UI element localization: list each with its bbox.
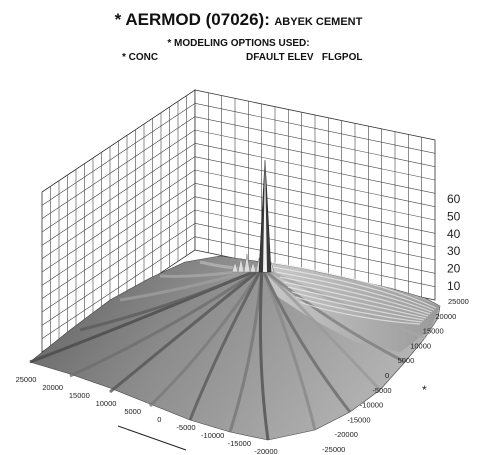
y-tick-label: -5000 bbox=[372, 386, 391, 395]
x-tick-label: 25000 bbox=[16, 375, 37, 384]
surface-bump bbox=[237, 257, 245, 273]
z-tick-label: 50 bbox=[447, 209, 461, 223]
x-tick-label: -10000 bbox=[201, 431, 224, 440]
z-tick-label: 10 bbox=[447, 279, 461, 293]
y-axis-ticks: 25000 20000 15000 10000 5000 0 -5000 -10000 -150… bbox=[322, 297, 469, 454]
option-conc: * CONC bbox=[122, 52, 159, 63]
wall-gridline bbox=[41, 156, 196, 259]
y-tick-label: -20000 bbox=[335, 430, 358, 439]
peak-highlight bbox=[263, 160, 267, 272]
plume-streak bbox=[261, 266, 406, 364]
concentration-surface bbox=[29, 159, 441, 441]
plateau-ripple bbox=[299, 301, 421, 325]
wall-gridline bbox=[41, 209, 196, 313]
x-tick-label: 15000 bbox=[69, 391, 90, 400]
wall-gridline bbox=[194, 169, 436, 221]
plume-streak bbox=[79, 266, 263, 332]
y-tick-label: 0 bbox=[385, 371, 389, 380]
wall-gridline bbox=[194, 103, 436, 154]
wall-gridline bbox=[41, 143, 196, 246]
x-tick-label: 5000 bbox=[124, 407, 141, 416]
x-tick-label: -15000 bbox=[228, 439, 251, 448]
z-axis-ticks: 60 50 40 30 20 10 bbox=[447, 192, 461, 293]
plume-streak bbox=[69, 266, 263, 378]
wall-gridline bbox=[194, 183, 436, 234]
plateau-ripple bbox=[287, 286, 427, 319]
wall-gridline bbox=[194, 209, 436, 261]
wall-gridline bbox=[41, 169, 196, 273]
z-tick-label: 40 bbox=[447, 227, 461, 241]
plume-streak bbox=[260, 267, 317, 431]
wall-gridline bbox=[41, 116, 196, 219]
plateau-ripple bbox=[295, 296, 423, 323]
y-tick-label: 10000 bbox=[410, 341, 431, 350]
wall-gridline bbox=[194, 129, 436, 181]
plateau-ripple bbox=[271, 266, 435, 311]
z-tick-label: 60 bbox=[447, 192, 461, 206]
plume-streak bbox=[258, 267, 270, 441]
wall-gridline bbox=[194, 116, 436, 167]
wall-gridline bbox=[41, 223, 196, 326]
x-tick-label: -5000 bbox=[176, 423, 195, 432]
plume-streak bbox=[260, 267, 352, 413]
wall-gridline bbox=[194, 143, 436, 194]
plume-streak bbox=[119, 266, 263, 302]
x-tick-label: 0 bbox=[157, 415, 161, 424]
y-tick-label: 25000 bbox=[448, 297, 469, 306]
y-tick-label: -10000 bbox=[360, 401, 383, 410]
plateau-ripple bbox=[275, 271, 433, 313]
plateau-ripple bbox=[267, 261, 437, 309]
y-tick-label: 5000 bbox=[398, 356, 415, 365]
wall-gridline bbox=[41, 196, 196, 299]
plume-streak bbox=[260, 266, 382, 392]
plateau-ripple bbox=[279, 276, 431, 315]
surface-bump bbox=[249, 261, 257, 273]
wall-gridline bbox=[41, 103, 196, 206]
plume-streak bbox=[109, 266, 263, 394]
x-axis-indicator bbox=[117, 425, 187, 451]
wall-gridline bbox=[41, 183, 196, 286]
surface-bump bbox=[231, 261, 239, 273]
chart-title: * AERMOD (07026): ABYEK CEMENT bbox=[0, 10, 477, 30]
y-tick-label: 15000 bbox=[423, 327, 444, 336]
y-tick-label: -15000 bbox=[347, 415, 370, 424]
modeling-options-label: * MODELING OPTIONS USED: bbox=[167, 38, 310, 49]
option-flags: DFAULT ELEV FLGPOL bbox=[246, 52, 363, 63]
box-walls bbox=[41, 89, 436, 353]
wall-gridline bbox=[41, 236, 196, 339]
title-model: * AERMOD (07026): bbox=[114, 10, 270, 29]
plateau-ripple bbox=[283, 281, 429, 317]
x-axis-ticks: 25000 20000 15000 10000 5000 0 -5000 -10000 -150… bbox=[16, 375, 278, 455]
y-tick-label: 20000 bbox=[435, 312, 456, 321]
title-site: ABYEK CEMENT bbox=[274, 16, 363, 28]
y-tick-label: -25000 bbox=[322, 445, 345, 454]
plateau-ripple bbox=[291, 291, 425, 321]
x-tick-label: 10000 bbox=[96, 399, 117, 408]
wall-gridline bbox=[194, 236, 436, 287]
plume-streak bbox=[148, 267, 264, 408]
z-tick-label: 30 bbox=[447, 244, 461, 258]
wall-gridline bbox=[41, 129, 196, 233]
plume-streak bbox=[188, 267, 264, 421]
wall-gridline bbox=[194, 196, 436, 247]
wall-gridline bbox=[194, 156, 436, 207]
x-tick-label: 20000 bbox=[42, 383, 63, 392]
y-axis-label: * bbox=[422, 383, 427, 397]
surface-bump bbox=[243, 253, 251, 273]
z-tick-label: 20 bbox=[447, 262, 461, 276]
x-tick-label: -20000 bbox=[254, 447, 277, 455]
wall-gridline bbox=[194, 223, 436, 274]
